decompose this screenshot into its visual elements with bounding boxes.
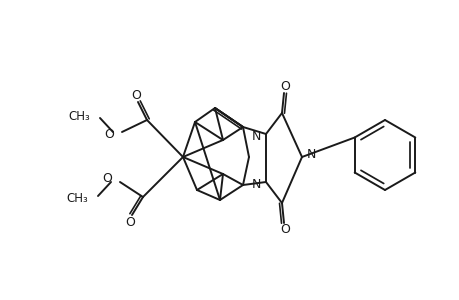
Text: O: O — [280, 80, 289, 92]
Text: N: N — [306, 148, 316, 160]
Text: O: O — [280, 224, 289, 236]
Text: CH₃: CH₃ — [68, 110, 90, 122]
Text: O: O — [131, 88, 140, 101]
Text: O: O — [102, 172, 112, 185]
Text: N: N — [251, 178, 260, 190]
Text: CH₃: CH₃ — [66, 193, 88, 206]
Text: N: N — [251, 130, 260, 142]
Text: O: O — [104, 128, 114, 140]
Text: O: O — [125, 217, 134, 230]
